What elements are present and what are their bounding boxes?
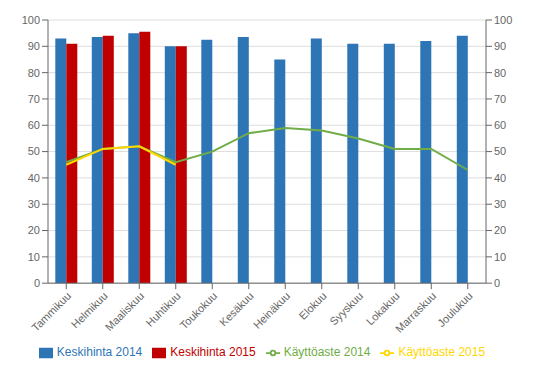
svg-text:Helmikuu: Helmikuu xyxy=(68,289,110,331)
svg-text:50: 50 xyxy=(28,145,40,157)
svg-text:60: 60 xyxy=(28,119,40,131)
svg-text:10: 10 xyxy=(28,251,40,263)
svg-text:30: 30 xyxy=(28,198,40,210)
svg-text:20: 20 xyxy=(28,224,40,236)
svg-text:Kesäkuu: Kesäkuu xyxy=(216,289,256,329)
svg-text:Marraskuu: Marraskuu xyxy=(393,290,438,335)
svg-text:Syyskuu: Syyskuu xyxy=(327,290,365,328)
svg-text:100: 100 xyxy=(22,14,40,26)
svg-text:100: 100 xyxy=(494,14,512,26)
svg-text:40: 40 xyxy=(28,172,40,184)
svg-text:0: 0 xyxy=(494,277,500,289)
svg-text:0: 0 xyxy=(34,277,40,289)
svg-text:70: 70 xyxy=(28,93,40,105)
svg-text:Lokakuu: Lokakuu xyxy=(364,290,402,328)
svg-text:50: 50 xyxy=(494,145,506,157)
svg-text:Toukokuu: Toukokuu xyxy=(177,290,219,332)
html-text:Käyttöaste 2014: Käyttöaste 2014 xyxy=(283,345,371,360)
svg-text:20: 20 xyxy=(494,224,506,236)
svg-text:Maaliskuu: Maaliskuu xyxy=(103,290,147,334)
svg-text:70: 70 xyxy=(494,93,506,105)
svg-text:90: 90 xyxy=(28,40,40,52)
svg-text:80: 80 xyxy=(28,67,40,79)
svg-text:90: 90 xyxy=(494,40,506,52)
svg-text:Heinäkuu: Heinäkuu xyxy=(251,290,292,331)
svg-text:40: 40 xyxy=(494,172,506,184)
html-text:Käyttöaste 2015: Käyttöaste 2015 xyxy=(398,345,486,360)
svg-text:10: 10 xyxy=(494,251,506,263)
svg-text:80: 80 xyxy=(494,67,506,79)
svg-text:60: 60 xyxy=(494,119,506,131)
svg-text:30: 30 xyxy=(494,198,506,210)
svg-text:Huhtikuu: Huhtikuu xyxy=(143,289,183,329)
html-text:Keskihinta 2014: Keskihinta 2014 xyxy=(56,345,143,360)
html-text:Keskihinta 2015: Keskihinta 2015 xyxy=(170,345,256,360)
svg-text:Tammikuu: Tammikuu xyxy=(29,290,73,334)
svg-text:Joulukuu: Joulukuu xyxy=(435,290,475,330)
svg-text:Elokuu: Elokuu xyxy=(296,290,328,322)
